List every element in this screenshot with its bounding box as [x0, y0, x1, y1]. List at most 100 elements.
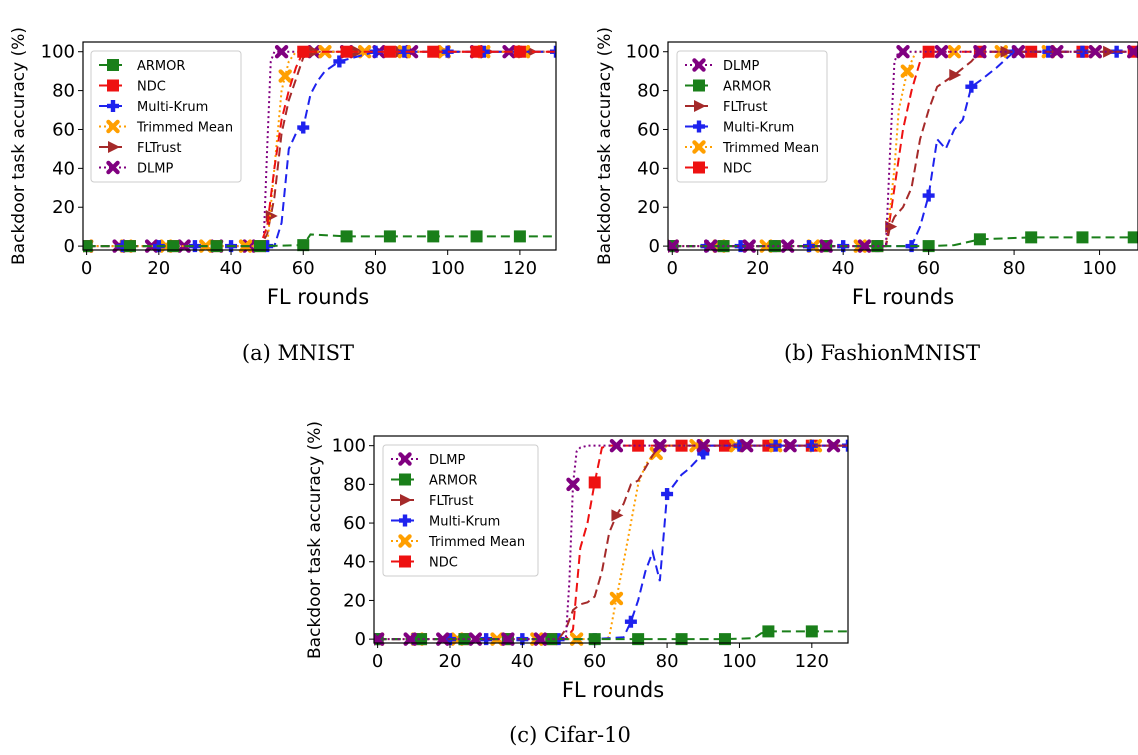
series-line-trimmed-mean	[672, 50, 1138, 248]
data-point-dlmp	[668, 239, 679, 253]
caption-c: (c) Cifar-10	[509, 723, 631, 747]
data-point-dlmp	[739, 438, 754, 453]
data-point-ndc	[922, 45, 935, 58]
series-dlmp	[668, 45, 1138, 253]
data-point-dlmp	[653, 438, 667, 453]
y-axis-label-b: Backdoor task accuracy (%)	[595, 27, 615, 265]
legend-box	[676, 50, 828, 183]
data-point-multi-krum	[297, 121, 310, 134]
legend-item-ndc: NDC	[391, 555, 458, 571]
legend-item-multi-krum: Multi-Krum	[391, 514, 500, 530]
data-point-dlmp	[566, 477, 580, 492]
axes-frame	[667, 41, 1138, 251]
x-tick-label: 60	[917, 258, 940, 279]
data-point-armor	[83, 240, 93, 253]
chart-panel-a: 0 20 40 60 80 100 120 0 20 40 60 80 100 Backdoor tas…	[9, 27, 557, 365]
data-point-armor	[415, 633, 428, 646]
legend-item-armor: ARMOR	[99, 59, 185, 74]
data-point-dlmp	[826, 438, 841, 453]
data-point-dlmp	[436, 632, 450, 646]
data-point-trimmed-mean	[609, 591, 624, 606]
data-point-multi-krum	[805, 439, 818, 452]
y-tick-label: 80	[637, 81, 660, 102]
legend-marker-ndc	[399, 555, 411, 568]
x-tick-label: 100	[722, 651, 756, 672]
data-point-armor	[762, 625, 775, 638]
legend-item-dlmp: DLMP	[99, 160, 173, 177]
legend-marker-multi-krum	[399, 514, 411, 527]
data-point-multi-krum	[624, 615, 637, 628]
data-point-trimmed-mean	[900, 64, 914, 78]
x-tick-label: 20	[746, 258, 769, 279]
legend-label: NDC	[723, 162, 752, 177]
legend-marker-trimmed-mean	[106, 119, 120, 134]
axes-frame	[82, 41, 557, 251]
y-tick-label: 100	[332, 436, 366, 457]
legend-label: FLTrust	[429, 494, 473, 509]
data-point-dlmp	[609, 438, 624, 453]
data-point-dlmp	[696, 438, 710, 453]
legend-label: Multi-Krum	[723, 121, 794, 136]
y-tick-label: 80	[52, 81, 75, 102]
series-line-armor	[377, 630, 848, 641]
data-point-multi-krum	[398, 45, 411, 58]
data-point-dlmp	[973, 45, 987, 59]
legend-label: Trimmed Mean	[136, 121, 233, 136]
data-point-dlmp	[1011, 45, 1026, 59]
y-tick-label: 60	[637, 119, 660, 140]
data-point-dlmp	[1050, 45, 1064, 59]
caption-b: (b) FashionMNIST	[784, 341, 980, 365]
data-point-dlmp	[533, 632, 548, 646]
chart-panel-c: 0 20 40 60 80 100 120 0 20 40 60 80 100 Backdoor tas…	[305, 421, 849, 747]
legend-marker-fltrust	[694, 100, 706, 112]
data-point-armor	[588, 633, 601, 646]
data-point-multi-krum	[965, 80, 978, 93]
data-point-armor	[470, 230, 483, 243]
data-point-armor	[1127, 231, 1138, 244]
x-tick-label: 40	[220, 258, 243, 279]
legend-marker-dlmp	[106, 160, 120, 175]
axes-b: 0 20 40 60 80 100 0 20 40 60 80 100	[626, 41, 1138, 279]
legend-box	[90, 50, 242, 183]
y-tick-label: 40	[343, 552, 366, 573]
y-tick-label: 20	[343, 590, 366, 611]
data-point-armor	[545, 633, 558, 646]
legend-label: ARMOR	[429, 474, 477, 489]
legend-label: DLMP	[137, 162, 173, 177]
data-point-armor	[922, 240, 935, 253]
x-tick-label: 120	[795, 651, 829, 672]
data-point-multi-krum	[1008, 45, 1021, 58]
x-axis-label-b: FL rounds	[852, 285, 954, 309]
legend-label: Trimmed Mean	[722, 141, 819, 156]
legend-item-fltrust: FLTrust	[685, 100, 767, 115]
legend-marker-armor	[107, 59, 119, 71]
y-tick-label: 20	[637, 197, 660, 218]
legend-item-armor: ARMOR	[391, 473, 477, 489]
data-point-fltrust	[949, 69, 962, 82]
series-line-dlmp	[672, 50, 1138, 248]
y-tick-label: 100	[41, 42, 75, 63]
y-tick-label: 40	[637, 158, 660, 179]
data-point-armor	[383, 230, 396, 243]
data-point-multi-krum	[734, 240, 747, 253]
data-point-ndc	[588, 476, 601, 489]
x-tick-label: 0	[372, 651, 383, 672]
x-tick-label: 60	[583, 651, 606, 672]
data-point-armor	[805, 625, 818, 638]
legend-marker-dlmp	[692, 58, 706, 72]
data-point-fltrust	[885, 220, 898, 233]
legend-label: NDC	[137, 80, 166, 95]
data-point-armor	[297, 239, 310, 252]
data-point-dlmp	[501, 632, 515, 646]
x-tick-label: 120	[503, 258, 537, 279]
y-tick-label: 40	[52, 158, 75, 179]
legend-label: DLMP	[723, 59, 759, 74]
legend-label: NDC	[429, 556, 458, 571]
data-point-dlmp	[274, 45, 289, 59]
axes-frame	[373, 435, 849, 644]
legend-label: FLTrust	[137, 141, 181, 156]
data-point-armor	[167, 240, 180, 253]
axes-c: 0 20 40 60 80 100 120 0 20 40 60 80 100	[332, 435, 849, 672]
x-tick-label: 80	[656, 651, 679, 672]
